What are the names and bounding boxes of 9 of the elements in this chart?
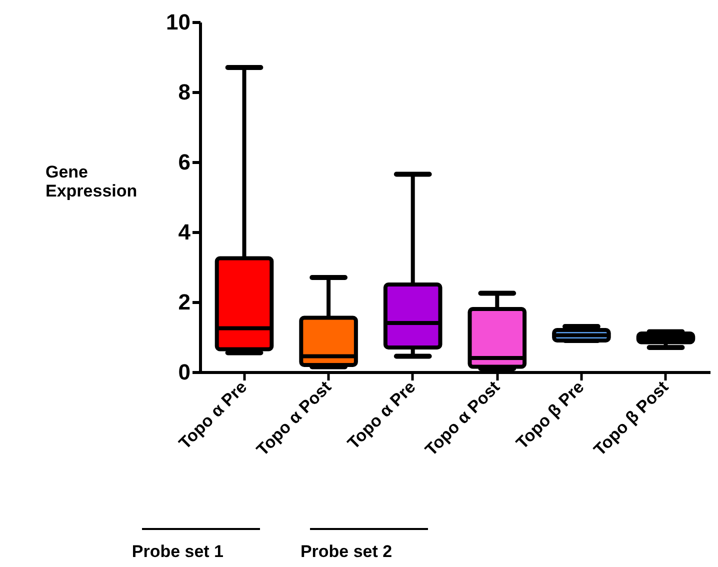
y-tick-label: 10 — [166, 10, 190, 34]
y-tick-label: 4 — [178, 220, 192, 244]
y-tick-label: 8 — [178, 80, 190, 104]
y-tick-label: 6 — [178, 150, 190, 174]
y-tick-label: 2 — [178, 290, 190, 314]
y-tick-label: 0 — [178, 360, 190, 384]
text: Probe set 1 — [132, 542, 224, 562]
text: Probe set 2 — [300, 542, 392, 562]
y-axis-title: Gene Expression — [46, 162, 138, 200]
